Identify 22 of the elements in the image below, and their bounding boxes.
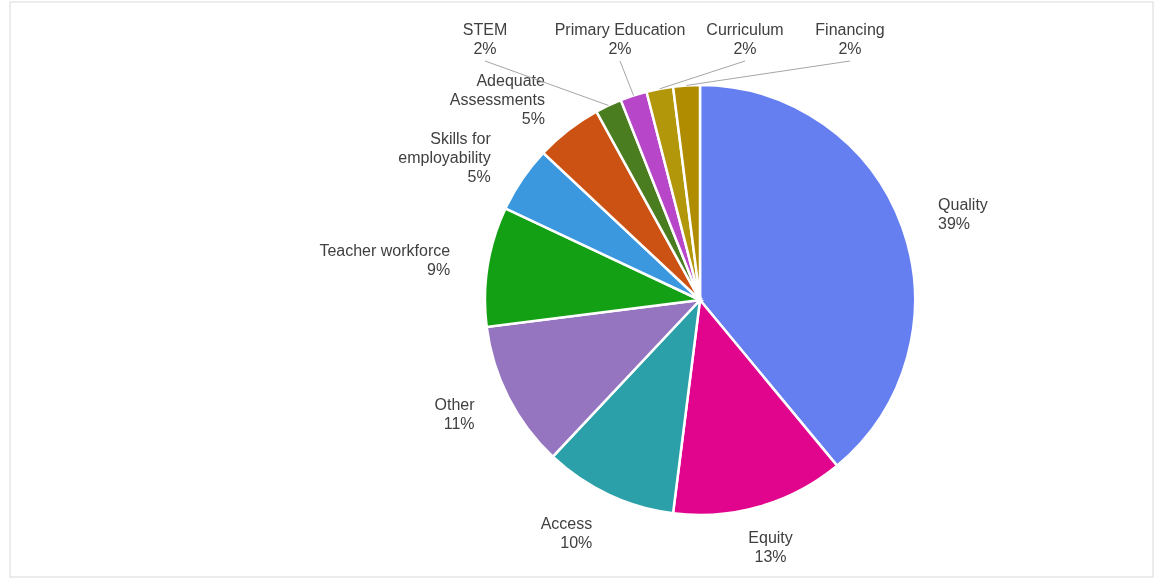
data-label: 2% [608, 40, 632, 57]
data-label: 2% [733, 40, 757, 57]
slice-label: Adequate Assessments [449, 72, 546, 109]
slice-label: Curriculum [706, 21, 784, 38]
slice-label: STEM [462, 21, 508, 38]
data-label: 2% [473, 40, 497, 57]
data-label: 9% [426, 260, 451, 278]
slice-label: Primary Education [554, 21, 686, 38]
slice-label: Other [434, 396, 476, 414]
slice-label: Equity [748, 528, 793, 546]
slice-label: Financing [815, 21, 885, 38]
data-label: 5% [521, 110, 545, 128]
data-label: 2% [838, 40, 862, 57]
slice-label: Skills for employability [398, 129, 492, 166]
slice-label: Access [540, 514, 593, 532]
slice-label: Teacher workforce [319, 241, 451, 259]
data-label: 13% [754, 547, 787, 565]
data-label: 39% [938, 214, 971, 232]
data-label: 5% [467, 167, 491, 185]
data-label: 11% [443, 415, 475, 433]
slice-label: Quality [938, 195, 988, 213]
data-label: 10% [560, 533, 593, 551]
